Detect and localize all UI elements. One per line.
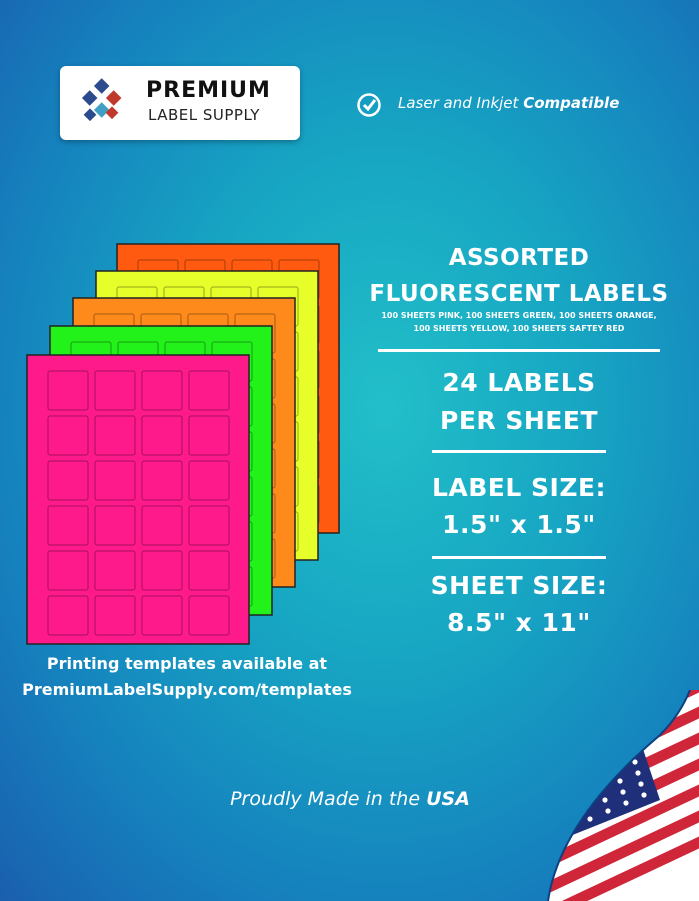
label-cell — [188, 505, 230, 546]
product-title: FLUORESCENT LABELS — [369, 281, 669, 307]
logo-subtitle: LABEL SUPPLY — [148, 106, 260, 124]
flag-star — [557, 780, 563, 786]
label-cell — [188, 550, 230, 591]
divider — [432, 450, 606, 453]
flag-star — [623, 800, 629, 806]
label-cell — [188, 415, 230, 456]
spec-line: SHEET SIZE: — [430, 571, 608, 600]
flag-star — [566, 813, 572, 819]
divider — [432, 556, 606, 559]
spec-line: 24 LABELS — [442, 368, 596, 397]
templates-text: Printing templates available at — [46, 654, 328, 673]
logo-title: PREMIUM — [146, 78, 271, 103]
flag-stripe — [548, 784, 699, 876]
flag-star — [632, 759, 638, 765]
label-cell — [94, 370, 136, 411]
footer-emphasis: USA — [426, 788, 470, 810]
label-cell — [94, 550, 136, 591]
flag-star — [611, 756, 617, 762]
flag-star — [593, 764, 599, 770]
flag-star — [587, 816, 593, 822]
product-detail: 100 SHEETS YELLOW, 100 SHEETS SAFTEY RED — [413, 324, 625, 333]
flag-star — [560, 791, 566, 797]
label-cell — [141, 415, 183, 456]
spec-line: PER SHEET — [440, 406, 598, 435]
label-cell — [47, 370, 89, 411]
flag-star — [569, 824, 575, 830]
flag-star — [563, 802, 569, 808]
label-cell — [47, 460, 89, 501]
flag-star — [578, 783, 584, 789]
label-cell — [47, 505, 89, 546]
spec-line: LABEL SIZE: — [431, 473, 607, 502]
label-cell — [94, 595, 136, 636]
label-cell — [141, 550, 183, 591]
divider — [378, 349, 660, 352]
label-cell — [141, 460, 183, 501]
flag-star — [596, 775, 602, 781]
label-cell — [94, 415, 136, 456]
label-cell — [188, 595, 230, 636]
flag-star — [614, 767, 620, 773]
label-cell — [141, 595, 183, 636]
product-title: ASSORTED — [448, 245, 590, 271]
sheet-paper — [26, 354, 250, 645]
label-cell — [47, 550, 89, 591]
logo-box: PREMIUM LABEL SUPPLY — [60, 66, 300, 140]
label-cell — [141, 370, 183, 411]
flag-star — [617, 778, 623, 784]
flag-star — [641, 792, 647, 798]
label-cell — [47, 595, 89, 636]
templates-url: PremiumLabelSupply.com/templates — [22, 680, 352, 699]
footer-label: Proudly Made in the — [230, 788, 421, 810]
label-cell — [141, 505, 183, 546]
label-cell — [188, 460, 230, 501]
flag-stripe — [548, 810, 699, 901]
logo-icon — [81, 78, 122, 122]
compat-label: Laser and Inkjet — [398, 94, 519, 112]
flag-star — [605, 808, 611, 814]
flag-star — [629, 748, 635, 754]
flag-star — [638, 781, 644, 787]
spec-line: 1.5" x 1.5" — [442, 510, 596, 539]
check-icon — [357, 93, 381, 117]
flag-star — [620, 789, 626, 795]
compat-emphasis: Compatible — [523, 94, 620, 112]
label-cell — [47, 415, 89, 456]
flag-star — [581, 794, 587, 800]
label-sheets — [26, 243, 340, 645]
flag-star — [635, 770, 641, 776]
product-detail: 100 SHEETS PINK, 100 SHEETS GREEN, 100 S… — [381, 311, 657, 320]
sheet — [26, 354, 250, 645]
flag-star — [602, 797, 608, 803]
flag-star — [575, 772, 581, 778]
spec-line: 8.5" x 11" — [447, 608, 591, 637]
flag-stripe — [548, 836, 699, 901]
footer-text: Proudly Made in the USA — [140, 788, 560, 810]
curl-edge — [547, 689, 691, 901]
compat-text: Laser and Inkjet Compatible — [398, 94, 619, 112]
label-cell — [94, 460, 136, 501]
label-cell — [94, 505, 136, 546]
label-cell — [188, 370, 230, 411]
